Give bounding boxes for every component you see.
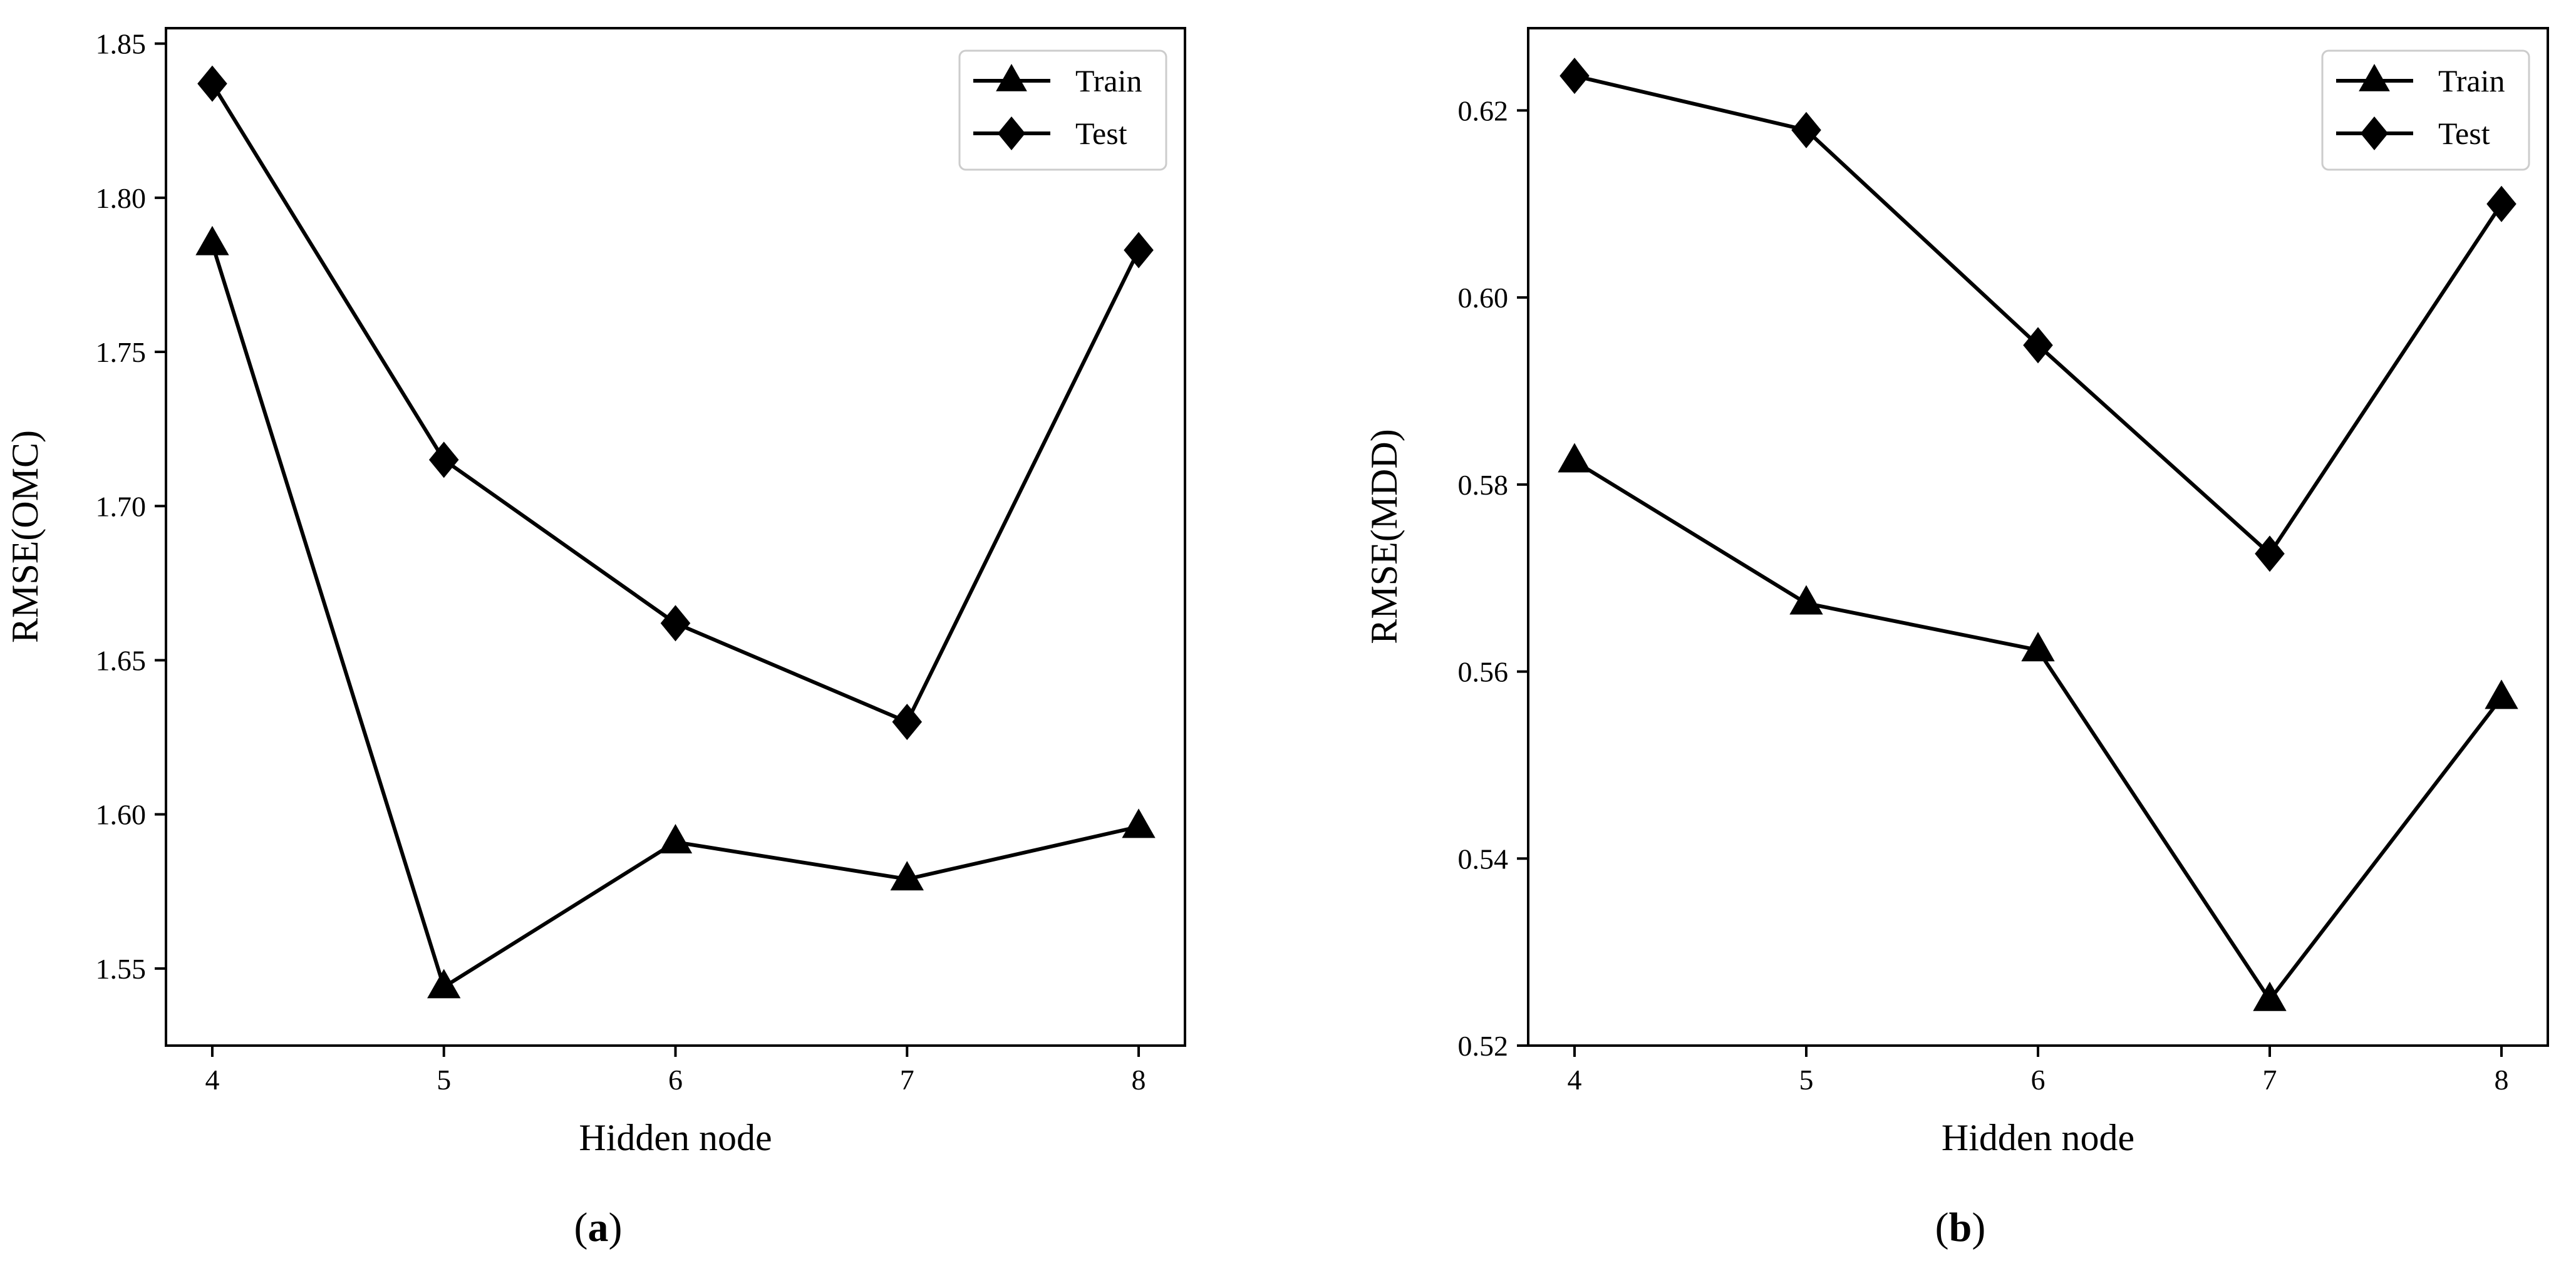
data-point-train [658,824,693,853]
data-point-test [428,441,459,478]
x-tick-label: 8 [2495,1064,2509,1096]
chart-panel-b: 4 5 6 7 8 0.52 0.54 0.56 0.58 0.60 0.62 Hidden node… [1363,27,2549,1250]
y-tick-label: 1.70 [96,490,147,522]
legend-marker-test [2360,116,2389,150]
data-point-train [427,969,461,999]
data-point-train [2021,632,2055,662]
data-point-test [660,605,691,642]
x-tick-label: 7 [2263,1064,2277,1096]
data-point-test [892,703,923,740]
y-tick-label: 0.62 [1458,95,1509,126]
x-tick-label: 8 [1132,1064,1146,1096]
x-tick-label: 6 [2031,1064,2046,1096]
y-tick-label: 1.55 [96,953,147,985]
plot-frame [1527,27,2549,1047]
legend-marker-test [997,116,1026,150]
x-tick-label: 5 [437,1064,451,1096]
data-point-test [197,65,227,102]
x-axis-title: Hidden node [1942,1117,2134,1158]
x-tick-label: 5 [1799,1064,1814,1096]
data-point-test [2255,535,2285,572]
legend: Train Test [958,49,1167,171]
plot-frame [165,27,1186,1047]
y-tick-label: 1.80 [96,182,147,214]
legend-label-test: Test [2438,116,2490,151]
y-axis-title: RMSE(OMC) [4,430,46,643]
y-tick-label: 0.58 [1458,469,1509,501]
legend-marker-train [996,64,1027,91]
panel-caption: (b) [1935,1205,1986,1250]
y-tick-label: 1.75 [96,336,147,368]
data-point-train [195,225,229,255]
data-point-train [890,861,924,891]
y-tick-label: 0.52 [1458,1030,1509,1062]
legend: Train Test [2321,49,2530,171]
x-tick-label: 7 [900,1064,914,1096]
legend-label-test: Test [1075,116,1127,151]
x-tick-label: 4 [1568,1064,1582,1096]
data-point-test [2023,327,2053,364]
legend-label-train: Train [1075,63,1142,98]
panel-caption: (a) [574,1205,623,1250]
data-point-train [2485,679,2518,709]
x-tick-label: 4 [205,1064,219,1096]
data-point-train [2253,981,2287,1011]
y-tick-label: 1.65 [96,644,147,676]
series-line-train [1573,459,2503,1002]
x-tick-label: 6 [668,1064,683,1096]
data-point-train [1122,808,1156,838]
y-tick-label: 0.54 [1458,843,1509,875]
y-tick-label: 0.56 [1458,656,1509,688]
data-point-train [1558,443,1591,473]
y-axis-title: RMSE(MDD) [1363,429,1405,644]
y-tick-label: 0.60 [1458,282,1509,314]
data-point-test [1791,111,1821,148]
data-point-train [1789,585,1823,615]
y-tick-label: 1.85 [96,28,147,60]
legend-label-train: Train [2438,63,2505,98]
data-point-test [1560,58,1590,95]
x-axis-title: Hidden node [579,1117,772,1158]
data-point-test [1124,232,1154,269]
y-tick-label: 1.60 [96,799,147,831]
chart-panel-a: 4 5 6 7 8 1.55 1.60 1.65 1.70 1.75 1.80 1.85 Hidden … [4,27,1186,1250]
legend-marker-train [2359,64,2390,91]
data-point-test [2486,185,2517,222]
